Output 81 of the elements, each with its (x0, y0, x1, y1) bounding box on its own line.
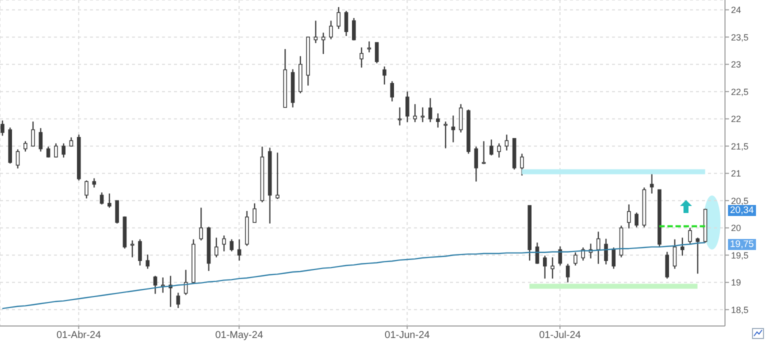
candlestick (146, 254, 150, 270)
candlestick (436, 112, 440, 128)
y-tick-label: 23,5 (731, 32, 749, 42)
candlestick (360, 46, 364, 68)
candlestick (16, 148, 20, 170)
candlestick (0, 120, 4, 136)
candlestick (344, 10, 348, 37)
candlestick (444, 120, 448, 149)
candlestick (329, 20, 333, 40)
y-tick-label: 20,5 (731, 196, 749, 206)
candlestick (405, 90, 410, 123)
x-tick-label: 01-Jul-24 (539, 330, 582, 341)
candlestick (497, 142, 501, 158)
text: 19,75 (728, 238, 756, 250)
y-tick-label: 21 (731, 168, 742, 179)
candlestick (62, 142, 66, 158)
y-tick-label: 18,5 (731, 304, 749, 315)
candlestick (367, 40, 372, 53)
candlestick (428, 98, 432, 123)
candlestick (108, 192, 112, 208)
candlestick (482, 140, 486, 165)
candlestick (276, 152, 280, 200)
candlestick (596, 231, 600, 264)
candlestick (550, 256, 554, 280)
candlestick (161, 276, 165, 294)
candlestick (115, 200, 119, 224)
candlestick (458, 104, 463, 134)
candlestick (321, 32, 326, 55)
candlestick (23, 140, 28, 152)
candlestick (696, 237, 700, 274)
candlestick (176, 292, 180, 309)
candlestick (92, 178, 96, 188)
candlestick (214, 237, 218, 258)
y-tick-label: 23 (731, 60, 742, 70)
y-tick-label: 19 (731, 278, 742, 288)
candlestick (54, 142, 58, 158)
candlestick (650, 172, 654, 194)
candlestick (352, 17, 356, 41)
candlestick (230, 238, 234, 252)
candlestick (390, 80, 394, 102)
candlestick (314, 20, 318, 44)
candlestick (688, 227, 692, 244)
candlestick (665, 251, 670, 280)
candlestick (490, 138, 494, 156)
candlestick (222, 234, 226, 252)
candlestick (542, 255, 547, 280)
y-tick-label: 22 (731, 114, 742, 124)
candlestick (574, 252, 578, 266)
candlestick (474, 146, 478, 182)
candlestick (31, 120, 35, 148)
x-tick-label: 01-May-24 (215, 330, 264, 341)
candlestick (627, 204, 631, 230)
y-tick-label: 21,5 (731, 141, 749, 152)
candlestick (153, 275, 158, 294)
candlestick (374, 42, 379, 64)
candlestick (382, 66, 386, 86)
candlestick (336, 6, 341, 30)
candlestick (604, 238, 608, 265)
candlestick (634, 212, 638, 228)
candlestick (420, 106, 425, 123)
y-tick-label: 24 (731, 5, 742, 16)
x-tick-label: 01-Abr-24 (56, 330, 102, 341)
text: 20,34 (728, 205, 756, 216)
y-tick-label: 22,5 (731, 86, 749, 97)
y-tick-label: 19,5 (731, 250, 749, 260)
candlestick (138, 238, 142, 266)
candlestick (566, 263, 570, 283)
candlestick (520, 153, 524, 176)
candlestick (451, 114, 456, 143)
candlestick (237, 238, 242, 262)
candlestick (84, 180, 88, 200)
candlestick (413, 104, 417, 123)
y-tick-label: 20 (731, 223, 742, 234)
candlestick (38, 128, 43, 152)
candlestick (252, 202, 256, 224)
candlestick (680, 237, 684, 256)
candlestick (199, 207, 203, 242)
candlestick (504, 134, 509, 152)
candlestick (672, 238, 677, 270)
x-tick-label: 01-Jun-24 (384, 330, 430, 341)
candlestick (612, 246, 616, 270)
